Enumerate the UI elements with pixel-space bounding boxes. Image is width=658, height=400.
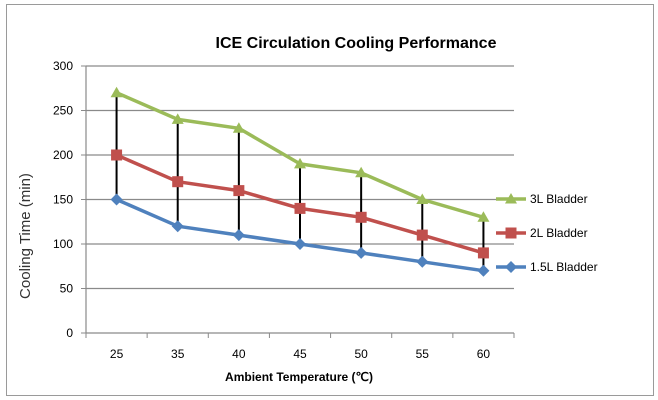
y-tick-label-0: 0: [66, 326, 73, 340]
x-tick-label-60: 60: [477, 347, 491, 361]
y-tick-label-200: 200: [53, 148, 73, 162]
legend-label-3l-bladder: 3L Bladder: [530, 192, 588, 206]
point-1-5l-bladder-35: [171, 220, 184, 233]
x-axis-title: Ambient Temperature (℃): [225, 370, 373, 384]
point-1-5l-bladder-45: [294, 238, 306, 250]
legend-marker-1-5l-bladder: [505, 261, 517, 273]
point-1-5l-bladder-60: [477, 264, 490, 277]
point-1-5l-bladder-50: [355, 246, 368, 259]
axes: [81, 65, 515, 338]
tick-labels: 0 50 100 150 200 250 300 25 35 40 45 50 55 60: [53, 59, 490, 361]
point-2l-bladder-55: [416, 229, 428, 241]
x-tick-label-35: 35: [171, 347, 185, 361]
y-tick-label-100: 100: [53, 237, 73, 251]
point-1-5l-bladder-55: [416, 255, 429, 268]
series-markers: [110, 86, 490, 277]
y-tick-label-150: 150: [53, 193, 73, 207]
x-tick-label-50: 50: [354, 347, 368, 361]
x-tick-label-45: 45: [293, 347, 307, 361]
x-tick-label-40: 40: [232, 347, 246, 361]
high-low-lines: [115, 92, 485, 271]
y-axis-title: Cooling Time (min): [17, 173, 34, 299]
legend-marker-2l-bladder: [505, 227, 517, 239]
point-2l-bladder-40: [233, 185, 245, 197]
legend-label-1-5l-bladder: 1.5L Bladder: [530, 260, 598, 274]
x-tick-label-55: 55: [416, 347, 430, 361]
y-tick-label-50: 50: [60, 282, 74, 296]
point-2l-bladder-25: [111, 149, 123, 161]
legend-label-2l-bladder: 2L Bladder: [530, 226, 588, 240]
point-3l-bladder-35: [171, 113, 184, 124]
point-2l-bladder-45: [294, 202, 306, 214]
point-3l-bladder-40: [232, 122, 245, 133]
point-3l-bladder-45: [294, 157, 306, 169]
point-3l-bladder-50: [355, 166, 368, 178]
point-3l-bladder-60: [477, 211, 490, 222]
point-2l-bladder-35: [172, 176, 184, 188]
y-tick-label-250: 250: [53, 104, 73, 118]
x-tick-label-25: 25: [110, 347, 124, 361]
legend: 3L Bladder 2L Bladder 1.5L Bladder: [496, 192, 598, 274]
point-3l-bladder-25: [110, 86, 123, 98]
point-2l-bladder-60: [477, 247, 489, 259]
point-3l-bladder-55: [416, 193, 429, 204]
legend-marker-3l-bladder: [505, 193, 517, 204]
point-1-5l-bladder-25: [110, 193, 123, 206]
chart-title: ICE Circulation Cooling Performance: [216, 35, 497, 52]
point-1-5l-bladder-40: [232, 229, 245, 242]
y-tick-label-300: 300: [53, 59, 73, 73]
point-2l-bladder-50: [355, 211, 367, 223]
